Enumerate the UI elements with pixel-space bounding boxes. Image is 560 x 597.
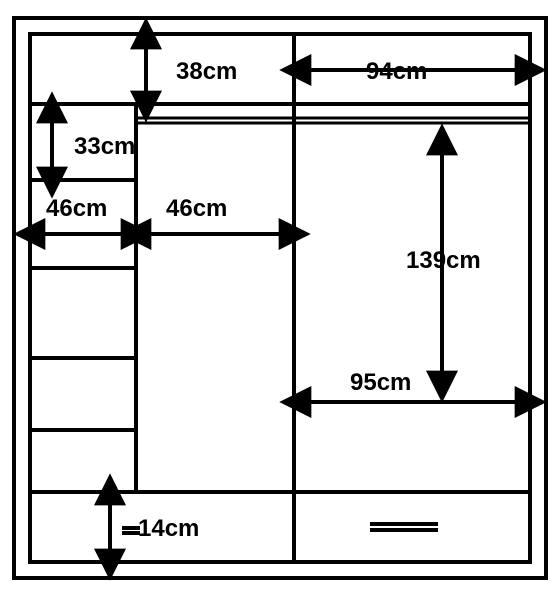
dim-drawer_height: 14cm: [138, 515, 199, 542]
dimension-arrows: [40, 44, 520, 554]
dimension-labels: 38cm 94cm 33cm 46cm 46cm 139cm 95cm 14cm: [46, 58, 481, 542]
dim-left_shelf2_width: 46cm: [46, 195, 107, 222]
internal-structure: [30, 34, 530, 562]
dim-right_hang_width: 95cm: [350, 369, 411, 396]
dim-top_height: 38cm: [176, 58, 237, 85]
dim-right_hang_height: 139cm: [406, 247, 481, 274]
dim-left_shelf1: 33cm: [74, 133, 135, 160]
dim-mid_col_width: 46cm: [166, 195, 227, 222]
dim-top_right_width: 94cm: [366, 58, 427, 85]
wardrobe-diagram: 38cm 94cm 33cm 46cm 46cm 139cm 95cm 14cm: [0, 0, 560, 592]
